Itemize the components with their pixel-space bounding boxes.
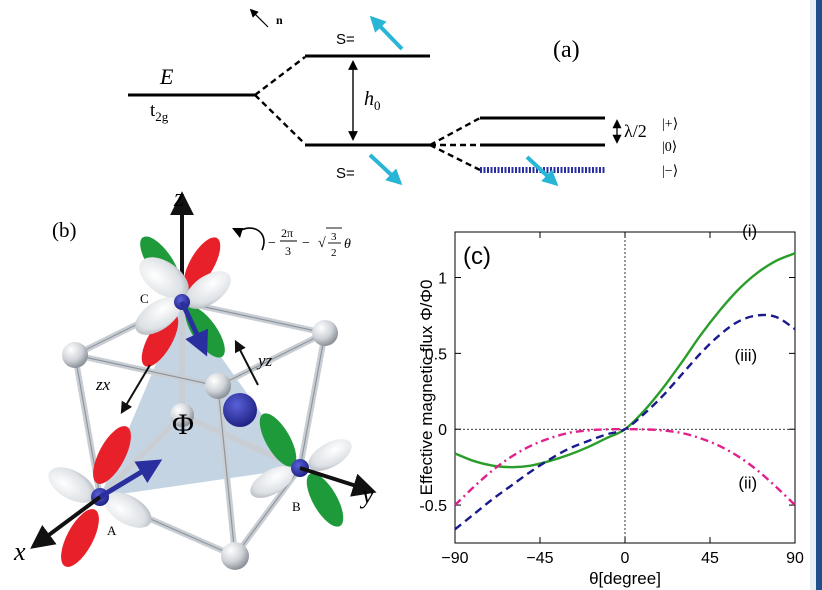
axis-x-label: x (13, 537, 26, 566)
corner-sphere (221, 542, 249, 570)
panel-a: n E t2g S= S= h0 (a) λ/2 |+⟩ |0⟩ (128, 8, 678, 187)
y-axis-title: Effective magnetic flux Φ/Φ0 (417, 280, 436, 496)
E-label: E (159, 64, 174, 89)
y-tick-label: 0.5 (425, 346, 447, 363)
t2g-label: t2g (150, 100, 169, 124)
site-A-label: A (107, 523, 117, 538)
y-tick-label: 0 (438, 422, 447, 439)
axis-y-label: y (359, 480, 374, 509)
x-tick-label: −45 (526, 550, 553, 567)
x-tick-label: 0 (621, 550, 630, 567)
series-label-ii: (ii) (738, 473, 757, 492)
axis-ticks: −90 −45 0 45 90 -0.5 0 0.5 1 (419, 232, 804, 567)
ket-minus: |−⟩ (662, 164, 678, 179)
s-upper-label: S= (336, 31, 355, 48)
flux-sphere (223, 393, 257, 427)
svg-text:−: − (302, 236, 310, 251)
connector-up (254, 56, 306, 96)
flux-label: Φ (172, 408, 194, 441)
svg-text:θ: θ (344, 237, 351, 252)
panel-c-label: (c) (463, 243, 491, 270)
panel-a-label: (a) (553, 37, 580, 63)
ket-zero: |0⟩ (662, 140, 677, 155)
axis-z-label: z (173, 183, 184, 212)
lambda-label: λ/2 (624, 121, 647, 141)
corner-sphere (205, 373, 231, 399)
spin-down-arrow (368, 153, 403, 186)
y-tick-label: 1 (438, 271, 447, 288)
s-lower-label: S= (336, 165, 355, 182)
zx-arrow (120, 364, 151, 415)
n-label: n (276, 13, 283, 27)
series-line-3 (454, 313, 796, 531)
series-label-i: (i) (742, 221, 757, 240)
x-axis-title: θ[degree] (589, 569, 661, 588)
svg-text:−: − (268, 236, 276, 251)
svg-text:3: 3 (331, 231, 337, 243)
x-tick-label: −90 (441, 550, 468, 567)
orbital-C (135, 236, 231, 367)
panel-b: (b) (13, 183, 377, 570)
site-C-label: C (140, 291, 149, 306)
y-tick-label: -0.5 (419, 498, 447, 515)
zero-lines (455, 232, 795, 543)
rotation-formula: − 2π 3 − √ 3 2 θ (268, 226, 351, 259)
corner-sphere (312, 320, 338, 346)
series-lines (454, 252, 796, 531)
orbital-A (48, 426, 163, 567)
h0-label: h0 (364, 88, 381, 113)
yz-label: yz (256, 351, 273, 370)
corner-sphere (62, 342, 88, 368)
x-tick-label: 90 (786, 550, 804, 567)
series-label-iii: (iii) (735, 346, 758, 365)
svg-text:3: 3 (285, 244, 291, 258)
orbital-B (250, 413, 352, 527)
zx-label: zx (95, 375, 111, 394)
yz-arrow (234, 339, 259, 386)
y-axis (299, 466, 377, 497)
n-arrow (249, 8, 269, 28)
svg-text:√: √ (318, 236, 326, 251)
split-connector-minus (429, 143, 481, 172)
panel-b-label: (b) (52, 218, 77, 242)
site-B-label: B (292, 499, 301, 514)
spin-up-arrow (369, 15, 404, 51)
connector-down (254, 94, 306, 145)
rotation-arrowhead (232, 228, 243, 238)
svg-text:2: 2 (331, 247, 337, 259)
corner-sphere (170, 403, 194, 427)
page-edge (816, 0, 822, 590)
split-connector-plus (429, 116, 481, 147)
panel-c-chart: −90 −45 0 45 90-0.500.51 (c) (i) (ii) (iii) … (417, 221, 804, 588)
page-edge-light (810, 0, 816, 590)
x-axis (30, 495, 102, 549)
spin-minus-arrow (525, 155, 559, 187)
x-tick-label: 45 (701, 550, 719, 567)
svg-text:2π: 2π (281, 226, 293, 240)
ket-plus: |+⟩ (662, 117, 678, 132)
